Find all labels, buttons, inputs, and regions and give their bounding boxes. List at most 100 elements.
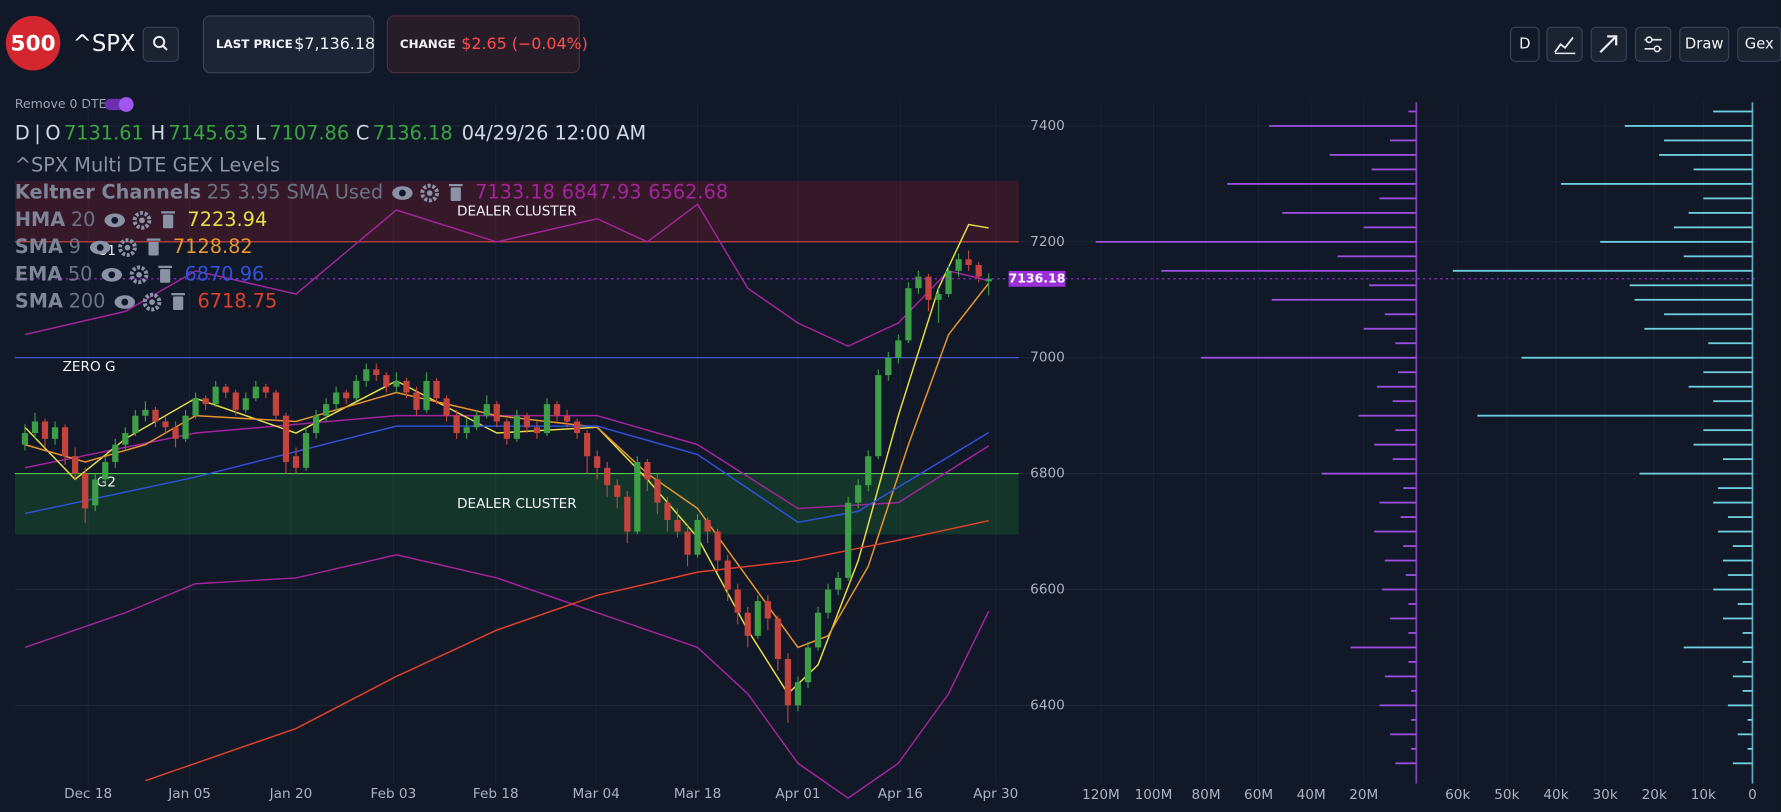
indicator-params: 25 3.95 SMA Used [207,181,383,204]
indicator-value: 6847.93 [562,181,642,204]
button-icon [1554,36,1574,53]
candle-body [21,433,29,445]
indicator-params: 9 [69,235,81,258]
strike-bar [1659,154,1753,156]
candle-body [804,647,812,683]
indicator-name: EMA [15,262,62,285]
candle-body [212,386,219,405]
candle-body [664,502,671,520]
toggle-label: Remove 0 DTE [15,96,107,111]
x-tick-label: Jan 05 [167,786,211,802]
x-tick-label: 100M [1135,787,1173,803]
button-label: Gex [1745,35,1774,52]
eye-icon[interactable] [114,295,135,309]
strike-bar [1732,762,1753,765]
candle-body [292,456,300,468]
draw-button[interactable]: Draw [1679,26,1730,62]
gear-icon[interactable] [118,238,137,257]
interval-button[interactable]: D [1510,26,1540,62]
strike-bar [1384,675,1417,678]
search-icon [162,45,168,51]
strike-bar [1390,139,1417,142]
strike-bar [1688,211,1753,214]
logo[interactable]: 500 [5,15,61,71]
gear-icon[interactable] [132,210,152,230]
eye-icon[interactable] [392,186,413,200]
strike-bar [1395,762,1417,765]
ohlc-value: 7107.86 [269,122,349,145]
strike-bar [1693,443,1753,446]
indicators-button[interactable] [1546,26,1583,62]
button-icon [1653,45,1661,53]
strike-bar [1350,646,1417,649]
strike-bar [1395,429,1417,432]
candle-body [282,415,290,463]
y-tick-label: 6800 [1030,466,1065,482]
strike-bar [1664,313,1753,316]
button-label: D [1519,35,1530,52]
indicator-line [145,519,989,782]
strike-bar [1095,240,1417,243]
candle-body [383,375,390,387]
eye-icon[interactable] [89,240,111,255]
strike-bar [1408,632,1417,634]
eye-pupil [111,216,119,224]
x-tick-label: 80M [1192,787,1221,803]
candle-body [453,415,460,434]
indicator-line [24,223,989,695]
gear-icon[interactable] [142,292,162,312]
candle-body [513,415,520,439]
search-button[interactable] [142,26,180,62]
x-tick-label: Dec 18 [64,786,112,802]
strike-bar [1390,617,1417,620]
trend-button[interactable] [1590,26,1627,62]
strike-bar [1742,661,1753,663]
settings-button[interactable] [1634,26,1672,62]
candle-body [684,531,691,555]
strike-bar [1634,298,1753,301]
strike-bar [1408,603,1417,605]
indicator-params: 200 [69,290,106,313]
datetime: 04/29/26 12:00 AM [462,122,646,145]
last-price-card: LAST PRICE $7,136.18 [202,15,375,74]
candle-body [122,433,129,445]
strike-bar [1368,284,1417,287]
trash-icon[interactable] [171,293,185,311]
trash-icon[interactable] [158,265,172,283]
button-icon [1607,35,1618,46]
gex-button[interactable]: Gex [1737,26,1781,62]
separator: | [34,122,41,145]
strike-bar [1392,458,1417,461]
strike-bar [1521,356,1753,359]
gear-icon[interactable] [420,183,440,203]
candle-body [132,415,139,434]
strike-bar [1405,574,1417,576]
candle-body [975,265,982,277]
button-label: Draw [1685,35,1724,52]
strike-bar [1374,530,1417,533]
candle-body [885,357,892,376]
eye-icon[interactable] [104,213,125,228]
strike-bar [1392,400,1417,403]
eye-icon[interactable] [101,268,122,282]
ohlc-key: H [151,122,166,145]
button-box [1546,26,1583,62]
trash-icon[interactable] [448,183,463,202]
candle-body [614,485,621,497]
trash-icon[interactable] [146,238,161,256]
candle-body [674,519,681,532]
strike-bar [1688,385,1753,388]
toggle-switch[interactable] [104,97,134,112]
candle-body [272,392,280,416]
indicator-line [24,554,990,800]
strike-bar [1664,139,1753,142]
candle-body [855,485,862,503]
candle-body [363,369,370,381]
strike-bar [1379,197,1417,200]
x-tick-label: 10k [1691,787,1716,803]
trash-icon[interactable] [161,211,175,229]
x-tick-label: 20M [1349,787,1378,803]
gear-icon[interactable] [129,265,149,285]
strike-bar [1371,168,1417,171]
strike-bar [1713,110,1753,113]
